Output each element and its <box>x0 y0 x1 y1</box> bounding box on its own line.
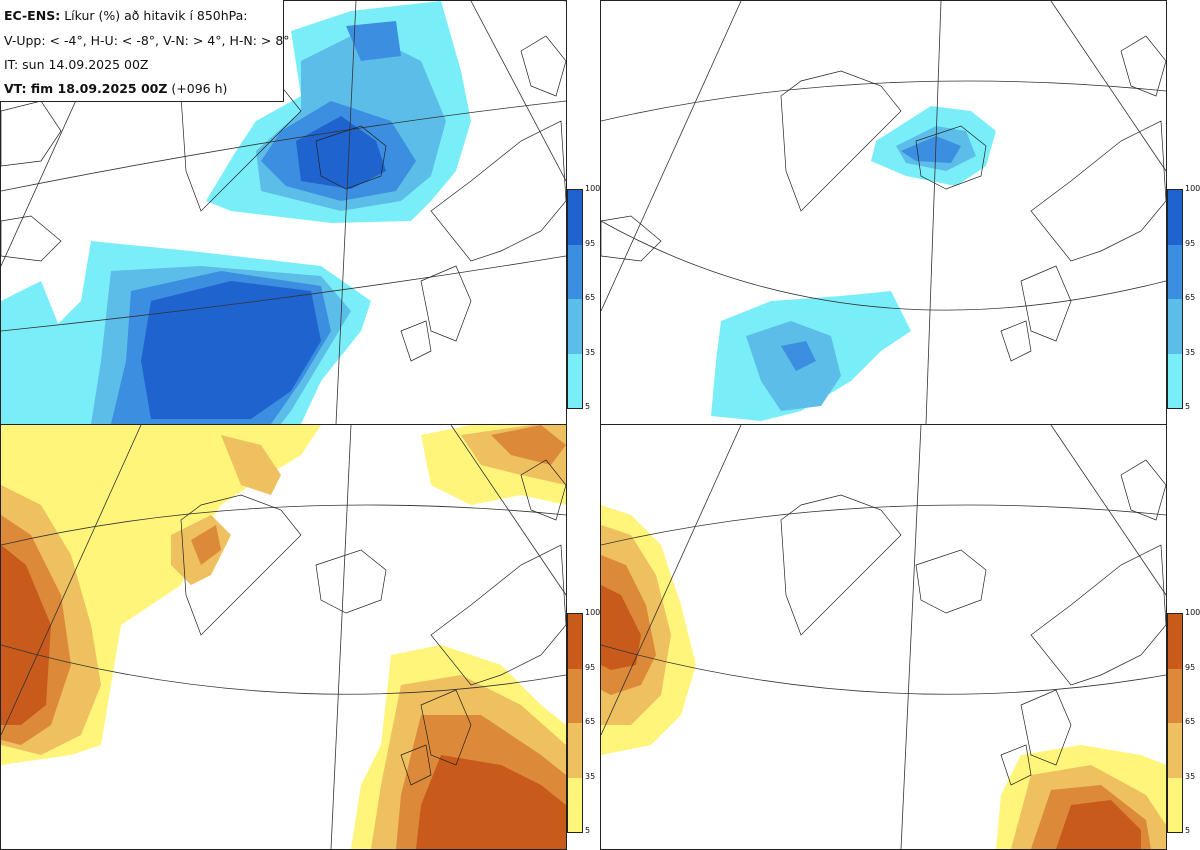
colorbar-segment <box>1168 668 1182 723</box>
graticule <box>601 1 1166 424</box>
colorbar-tick-label: 5 <box>585 826 591 835</box>
title-line: EC-ENS: Líkur (%) að hitavik í 850hPa: <box>4 8 248 23</box>
colorbar-segment <box>568 353 582 408</box>
coastlines <box>601 35 1166 362</box>
colorbar-tick-label: 5 <box>1185 402 1191 411</box>
colorbar-tick-label: 100 <box>1185 184 1200 193</box>
colorbar-tick-label: 35 <box>585 347 596 357</box>
colorbar-segment <box>1168 353 1182 408</box>
colorbar-segment <box>568 190 582 245</box>
colorbar-segment <box>568 299 582 354</box>
title-text: Líkur (%) að hitavik í 850hPa: <box>64 8 248 23</box>
colorbar-segment <box>568 777 582 832</box>
map-v-upp <box>1 1 566 424</box>
probability-field <box>601 505 1166 849</box>
colorbar-tick-label: 35 <box>585 771 596 781</box>
colorbar-tick-label: 100 <box>585 608 601 617</box>
colorbar-v-upp <box>567 189 583 409</box>
colorbar-tick-label: 35 <box>1185 347 1196 357</box>
colorbar-segment <box>568 723 582 778</box>
colorbar-tick-label: 35 <box>1185 771 1196 781</box>
colorbar-tick-label: 95 <box>1185 238 1196 248</box>
map-h-n <box>601 425 1166 849</box>
lead-time: (+096 h) <box>171 81 228 96</box>
coastlines <box>180 459 566 786</box>
map-h-u <box>601 1 1166 424</box>
colorbar-segment <box>568 668 582 723</box>
colorbar-segment <box>568 614 582 669</box>
probability-field <box>1 425 566 849</box>
colorbar-tick-label: 95 <box>585 238 596 248</box>
init-time: IT: sun 14.09.2025 00Z <box>4 57 149 72</box>
colorbar-tick-label: 95 <box>1185 662 1196 672</box>
colorbar-h-n <box>1167 613 1183 833</box>
colorbar-segment <box>1168 777 1182 832</box>
colorbar-tick-label: 65 <box>585 293 596 302</box>
colorbar-tick-label: 5 <box>585 402 591 411</box>
colorbar-tick-label: 65 <box>585 717 596 726</box>
colorbar-segment <box>1168 299 1182 354</box>
map-panel-v-n <box>0 424 567 850</box>
coastlines <box>780 459 1166 786</box>
colorbar-segment <box>1168 190 1182 245</box>
model-label: EC-ENS: <box>4 8 61 23</box>
probability-field <box>1 1 471 424</box>
graticule <box>1 425 566 849</box>
graticule <box>601 425 1166 849</box>
probability-field <box>711 106 996 421</box>
valid-line: VT: fim 18.09.2025 00Z (+096 h) <box>4 81 227 96</box>
map-panel-h-u <box>600 0 1167 425</box>
colorbar-tick-label: 100 <box>1185 608 1200 617</box>
colorbar-tick-label: 65 <box>1185 293 1196 302</box>
colorbar-tick-label: 95 <box>585 662 596 672</box>
colorbar-v-n <box>567 613 583 833</box>
colorbar-segment <box>1168 614 1182 669</box>
colorbar-segment <box>568 244 582 299</box>
map-panel-h-n <box>600 424 1167 850</box>
colorbar-tick-label: 5 <box>1185 826 1191 835</box>
legend-info-box: EC-ENS: Líkur (%) að hitavik í 850hPa: V… <box>0 0 290 102</box>
map-v-n <box>1 425 566 849</box>
valid-time: VT: fim 18.09.2025 00Z <box>4 81 168 96</box>
colorbar-h-u <box>1167 189 1183 409</box>
colorbar-tick-label: 65 <box>1185 717 1196 726</box>
criteria-text: V-Upp: < -4°, H-U: < -8°, V-N: > 4°, H-N… <box>4 33 290 48</box>
colorbar-segment <box>1168 723 1182 778</box>
colorbar-segment <box>1168 244 1182 299</box>
colorbar-tick-label: 100 <box>585 184 601 193</box>
